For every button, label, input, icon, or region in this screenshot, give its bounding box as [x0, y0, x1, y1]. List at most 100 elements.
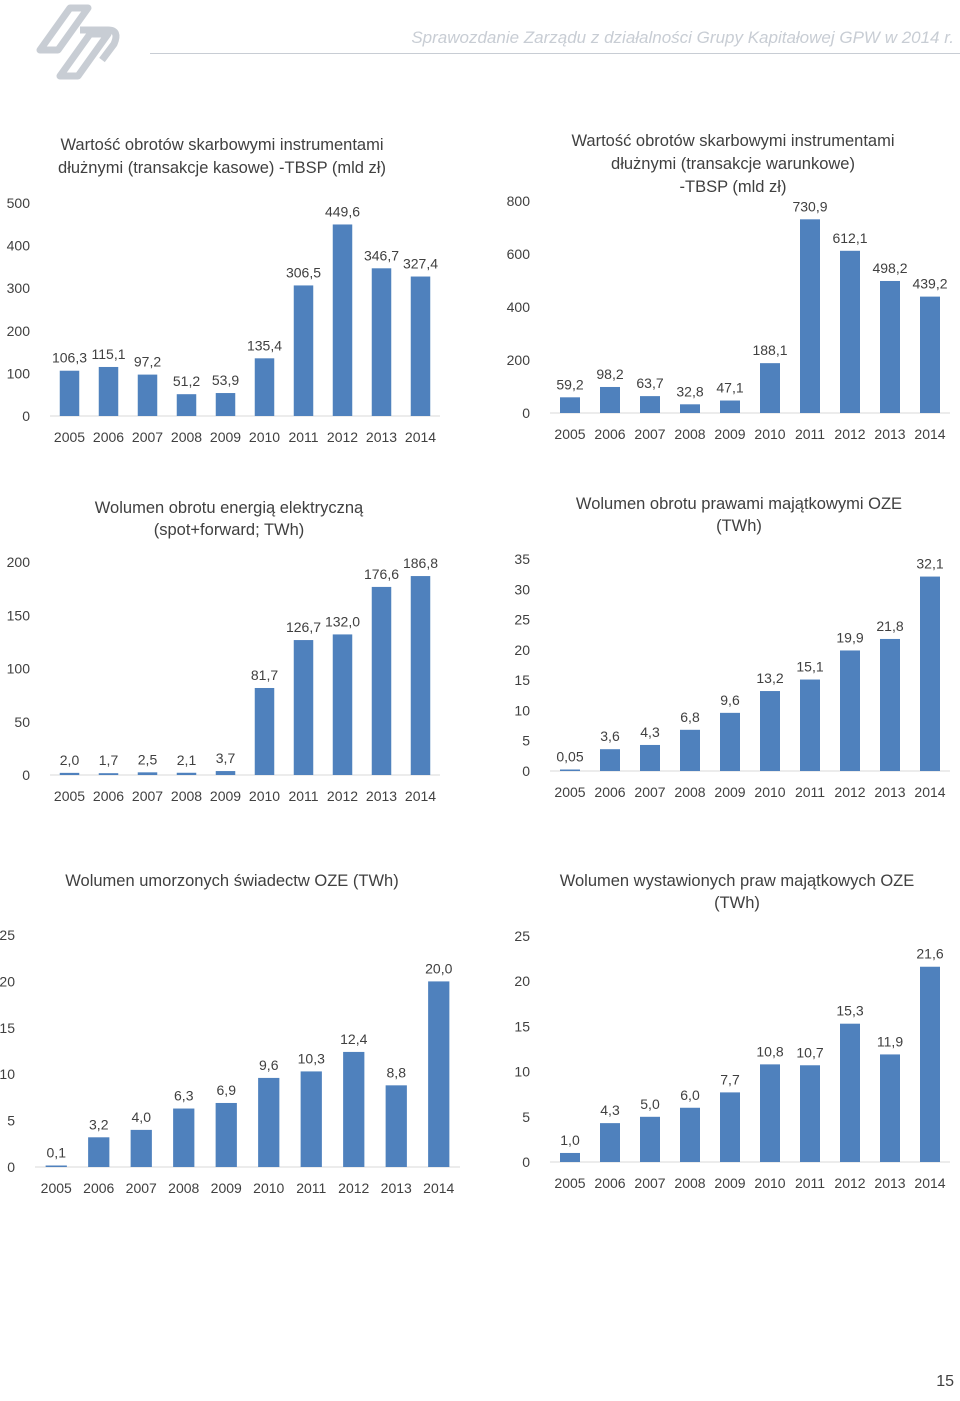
data-label-2013: 21,8 [876, 618, 903, 634]
x-tick-label: 2011 [795, 1175, 825, 1191]
x-tick-label: 2014 [914, 784, 945, 800]
data-label-2007: 2,5 [138, 751, 158, 767]
data-label-2013: 176,6 [364, 566, 399, 582]
data-label-2007: 63,7 [636, 375, 663, 391]
x-tick-label: 2012 [327, 788, 358, 804]
x-tick-label: 2007 [634, 784, 665, 800]
bar-2007 [137, 772, 158, 775]
y-tick-label: 0 [7, 1159, 15, 1175]
bar-2005 [45, 1165, 67, 1167]
bar-2007 [137, 374, 158, 416]
x-tick-label: 2010 [754, 1175, 785, 1191]
data-label-2008: 32,8 [676, 383, 703, 399]
data-label-2009: 7,7 [720, 1071, 740, 1087]
y-tick-label: 800 [507, 193, 531, 209]
data-label-2007: 4,0 [132, 1109, 152, 1125]
x-tick-label: 2011 [296, 1180, 326, 1196]
y-tick-label: 100 [7, 365, 31, 381]
chart-title-line: (TWh) [714, 894, 760, 912]
x-tick-label: 2011 [795, 784, 825, 800]
x-tick-label: 2010 [253, 1180, 284, 1196]
chart-title-line: Wolumen umorzonych świadectw OZE (TWh) [65, 872, 398, 890]
x-tick-label: 2008 [168, 1180, 199, 1196]
bar-2005 [59, 370, 80, 416]
x-tick-label: 2013 [874, 426, 905, 442]
data-label-2009: 47,1 [716, 380, 743, 396]
x-tick-label: 2013 [366, 429, 397, 445]
chart-title-line: (TWh) [716, 517, 762, 535]
x-tick-label: 2009 [714, 784, 745, 800]
y-tick-label: 200 [7, 323, 31, 339]
x-tick-label: 2007 [132, 429, 163, 445]
y-tick-label: 10 [0, 1066, 15, 1082]
data-label-2005: 1,0 [560, 1132, 580, 1148]
bar-2013 [880, 280, 900, 413]
data-label-2014: 327,4 [403, 256, 438, 272]
x-tick-label: 2007 [126, 1180, 157, 1196]
bar-2013 [880, 638, 900, 771]
x-tick-label: 2008 [171, 429, 202, 445]
bar-2006 [600, 1123, 620, 1162]
data-label-2011: 10,7 [796, 1044, 823, 1060]
data-label-2006: 98,2 [596, 366, 623, 382]
x-tick-label: 2005 [554, 784, 585, 800]
bar-2006 [600, 386, 620, 413]
data-label-2005: 0,05 [556, 749, 583, 765]
x-tick-label: 2005 [54, 788, 85, 804]
y-tick-label: 300 [7, 280, 31, 296]
x-tick-label: 2008 [171, 788, 202, 804]
bar-2010 [760, 1064, 780, 1162]
chart-title-line: Wartość obrotów skarbowymi instrumentami [60, 136, 383, 154]
x-tick-label: 2006 [594, 1175, 625, 1191]
bar-2014 [410, 276, 431, 416]
y-tick-label: 150 [7, 607, 31, 623]
chart-title-line: -TBSP (mld zł) [680, 178, 787, 196]
y-tick-label: 25 [514, 928, 530, 944]
data-label-2014: 186,8 [403, 555, 438, 571]
data-label-2011: 126,7 [286, 619, 321, 635]
y-tick-label: 0 [22, 767, 30, 783]
y-tick-label: 0 [522, 1154, 530, 1170]
data-label-2008: 2,1 [177, 752, 197, 768]
bar-2009 [720, 1092, 740, 1162]
x-tick-label: 2010 [249, 429, 280, 445]
x-tick-label: 2007 [634, 1175, 665, 1191]
data-label-2007: 4,3 [640, 724, 660, 740]
x-tick-label: 2006 [93, 788, 124, 804]
data-label-2012: 132,0 [325, 613, 360, 629]
y-tick-label: 0 [522, 763, 530, 779]
chart-oze-rights-issued: Wolumen wystawionych praw majątkowych OZ… [514, 872, 950, 1191]
data-label-2007: 97,2 [134, 354, 161, 370]
data-label-2005: 0,1 [47, 1145, 67, 1161]
x-tick-label: 2012 [327, 429, 358, 445]
data-label-2005: 59,2 [556, 376, 583, 392]
bar-2014 [428, 981, 450, 1167]
x-tick-label: 2013 [874, 784, 905, 800]
x-tick-label: 2006 [594, 426, 625, 442]
report-header-title: Sprawozdanie Zarządu z działalności Grup… [411, 28, 954, 47]
bar-2006 [98, 773, 119, 775]
chart-energy-volume: Wolumen obrotu energią elektryczną (spot+… [7, 499, 440, 804]
bar-2005 [560, 397, 580, 413]
x-tick-label: 2011 [288, 788, 318, 804]
bar-2013 [385, 1085, 407, 1167]
bar-2012 [840, 250, 860, 413]
bar-2009 [215, 1102, 237, 1167]
x-tick-label: 2010 [754, 784, 785, 800]
x-tick-label: 2008 [674, 784, 705, 800]
x-tick-label: 2013 [874, 1175, 905, 1191]
y-tick-label: 35 [514, 551, 530, 567]
chart-tbsp-conditional: Wartość obrotów skarbowymi instrumentami… [507, 132, 950, 442]
data-label-2006: 3,6 [600, 728, 620, 744]
chart-tbsp-cash: Wartość obrotów skarbowymi instrumentami… [7, 136, 440, 445]
x-tick-label: 2005 [41, 1180, 72, 1196]
page-number: 15 [936, 1373, 954, 1390]
bar-2010 [258, 1077, 280, 1167]
x-tick-label: 2014 [914, 426, 945, 442]
data-label-2012: 612,1 [832, 230, 867, 246]
x-tick-label: 2009 [714, 1175, 745, 1191]
bar-2008 [680, 1107, 700, 1162]
data-label-2005: 106,3 [52, 350, 87, 366]
bar-2012 [840, 1023, 860, 1162]
y-tick-label: 30 [514, 581, 530, 597]
